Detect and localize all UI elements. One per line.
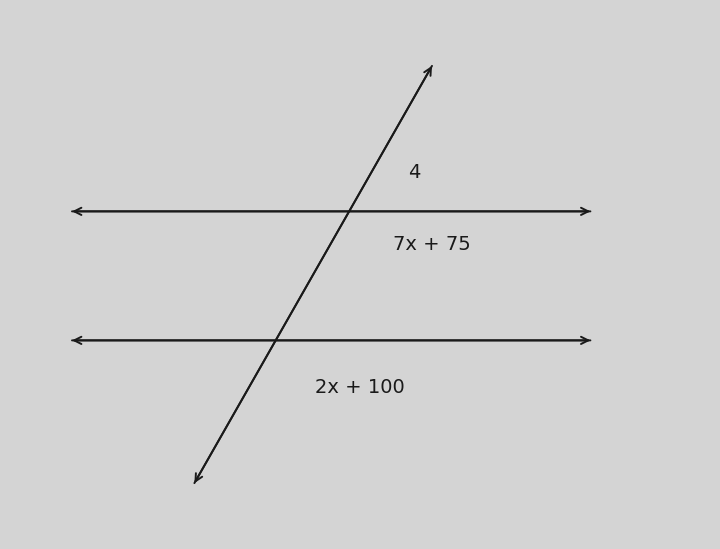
Text: 7x + 75: 7x + 75	[393, 235, 471, 254]
Text: 2x + 100: 2x + 100	[315, 378, 405, 396]
Text: 4: 4	[408, 164, 420, 182]
